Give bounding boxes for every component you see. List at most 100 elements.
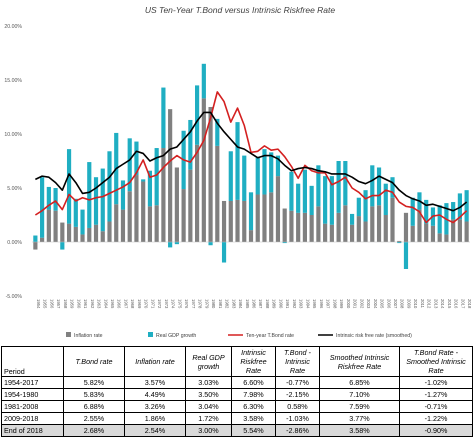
x-tick-label: 1980 <box>211 299 216 309</box>
x-tick-label: 2017 <box>460 299 465 309</box>
legend: Inflation rate Real GDP growth Ten-year … <box>66 332 412 339</box>
gdp-bar <box>248 192 254 231</box>
inflation-bar <box>235 199 240 242</box>
table-cell: 5.82% <box>63 376 125 389</box>
x-tick-label: 1970 <box>144 299 149 309</box>
table-cell: 7.59% <box>319 400 400 413</box>
header-intrinsic-rate: Intrinsic Riskfree Rate <box>231 346 276 377</box>
x-tick-label: 1982 <box>225 299 230 309</box>
gdp-bar <box>296 183 301 213</box>
y-tick-label: 20.00% <box>4 24 22 30</box>
x-tick-label: 1972 <box>157 299 162 309</box>
table-cell: -1.02% <box>399 376 473 389</box>
x-tick-label: 2008 <box>400 299 405 309</box>
x-tick-label: 2000 <box>346 299 351 309</box>
x-tick-label: 1965 <box>110 299 115 309</box>
header-period: Period <box>1 346 64 377</box>
period-cell: 2009-2018 <box>1 412 64 425</box>
inflation-bar <box>73 226 78 242</box>
inflation-bar <box>390 197 395 242</box>
table-cell: -1.03% <box>275 412 320 425</box>
x-tick-label: 2009 <box>406 299 411 309</box>
inflation-bar <box>329 224 334 242</box>
inflation-bar <box>296 212 301 242</box>
gdp-bar <box>316 165 321 207</box>
gdp-bar <box>289 171 294 211</box>
inflation-bar <box>134 175 139 242</box>
x-tick-label: 2011 <box>420 299 425 309</box>
gdp-bar <box>376 167 382 206</box>
inflation-bar <box>255 194 260 242</box>
x-tick-label: 1984 <box>238 299 243 309</box>
inflation-bar <box>127 191 132 242</box>
inflation-bar <box>309 215 314 242</box>
table-cell: 6.60% <box>231 376 276 389</box>
legend-swatch-gdp <box>148 332 153 337</box>
table-cell: 3.77% <box>319 412 400 425</box>
header-tbond-minus-smoothed: T.Bond Rate - Smoothed Intrinsic Rate <box>399 346 473 377</box>
inflation-bar <box>376 205 382 242</box>
chart: US Ten-Year T.Bond versus Intrinsic Risk… <box>4 5 472 339</box>
inflation-bar <box>168 109 173 242</box>
y-tick-label: 0.00% <box>7 240 22 246</box>
gdp-bar <box>424 199 429 224</box>
gdp-bar <box>134 141 139 176</box>
x-tick-label: 1954 <box>36 299 41 309</box>
inflation-bar <box>46 209 51 242</box>
inflation-bar <box>181 189 186 242</box>
inflation-bar <box>114 204 119 242</box>
x-tick-label: 2013 <box>433 299 438 309</box>
gdp-bar <box>329 176 334 225</box>
gdp-bar <box>221 242 227 263</box>
x-tick-label: 1956 <box>49 299 54 309</box>
inflation-bar <box>316 206 321 242</box>
x-tick-label: 2006 <box>386 299 391 309</box>
table-cell: 1.86% <box>124 412 186 425</box>
table-row: End of 2018 2.68% 2.54% 3.00% 5.54% -2.8… <box>1 424 473 437</box>
legend-item-inflation: Inflation rate <box>66 332 103 339</box>
x-tick-label: 1977 <box>191 299 196 309</box>
x-tick-label: 1968 <box>130 299 135 309</box>
table-row: 1954-1980 5.83% 4.49% 3.50% 7.98% -2.15%… <box>1 388 473 401</box>
gdp-bar <box>174 242 179 245</box>
table-cell: 2.55% <box>63 412 125 425</box>
x-tick-label: 1955 <box>43 299 48 309</box>
table-cell: 4.49% <box>124 388 186 401</box>
table-row: 1981-2008 6.88% 3.26% 3.04% 6.30% 0.58% … <box>1 400 473 413</box>
x-tick-label: 1967 <box>123 299 128 309</box>
x-tick-label: 1981 <box>218 299 223 309</box>
inflation-bar <box>154 205 159 242</box>
gdp-bar <box>383 183 388 215</box>
x-tick-label: 1966 <box>117 299 122 309</box>
x-tick-label: 1998 <box>332 299 337 309</box>
table-cell: -1.22% <box>399 412 473 425</box>
inflation-bar <box>424 223 429 242</box>
inflation-bar <box>208 107 213 242</box>
inflation-bar <box>93 224 99 242</box>
y-axis-ticks: 20.00% 15.00% 10.00% 5.00% 0.00% -5.00% <box>4 24 22 300</box>
gdp-bar <box>464 190 469 222</box>
tbond-rate-line <box>34 91 468 224</box>
period-cell: 1954-1980 <box>1 388 64 401</box>
inflation-bar <box>457 219 462 242</box>
gdp-bar <box>390 177 395 198</box>
inflation-bar <box>451 219 456 242</box>
inflation-bar <box>269 192 274 242</box>
x-tick-label: 1996 <box>319 299 324 309</box>
summary-table: Period T.Bond rate Inflation rate Real G… <box>1 346 473 437</box>
inflation-bar <box>403 212 409 242</box>
gdp-bar <box>323 176 328 224</box>
table-cell: 6.85% <box>319 376 400 389</box>
x-tick-label: 1993 <box>299 299 304 309</box>
x-tick-label: 1992 <box>292 299 297 309</box>
inflation-bar <box>444 234 449 242</box>
x-tick-label: 1991 <box>285 299 290 309</box>
inflation-bar <box>228 200 233 242</box>
x-tick-label: 1989 <box>272 299 277 309</box>
table-cell: -1.27% <box>399 388 473 401</box>
gdp-bar <box>275 155 281 177</box>
inflation-bar <box>147 206 153 242</box>
gdp-bar <box>356 197 361 217</box>
gdp-bar <box>410 197 415 226</box>
inflation-bar <box>87 227 92 242</box>
